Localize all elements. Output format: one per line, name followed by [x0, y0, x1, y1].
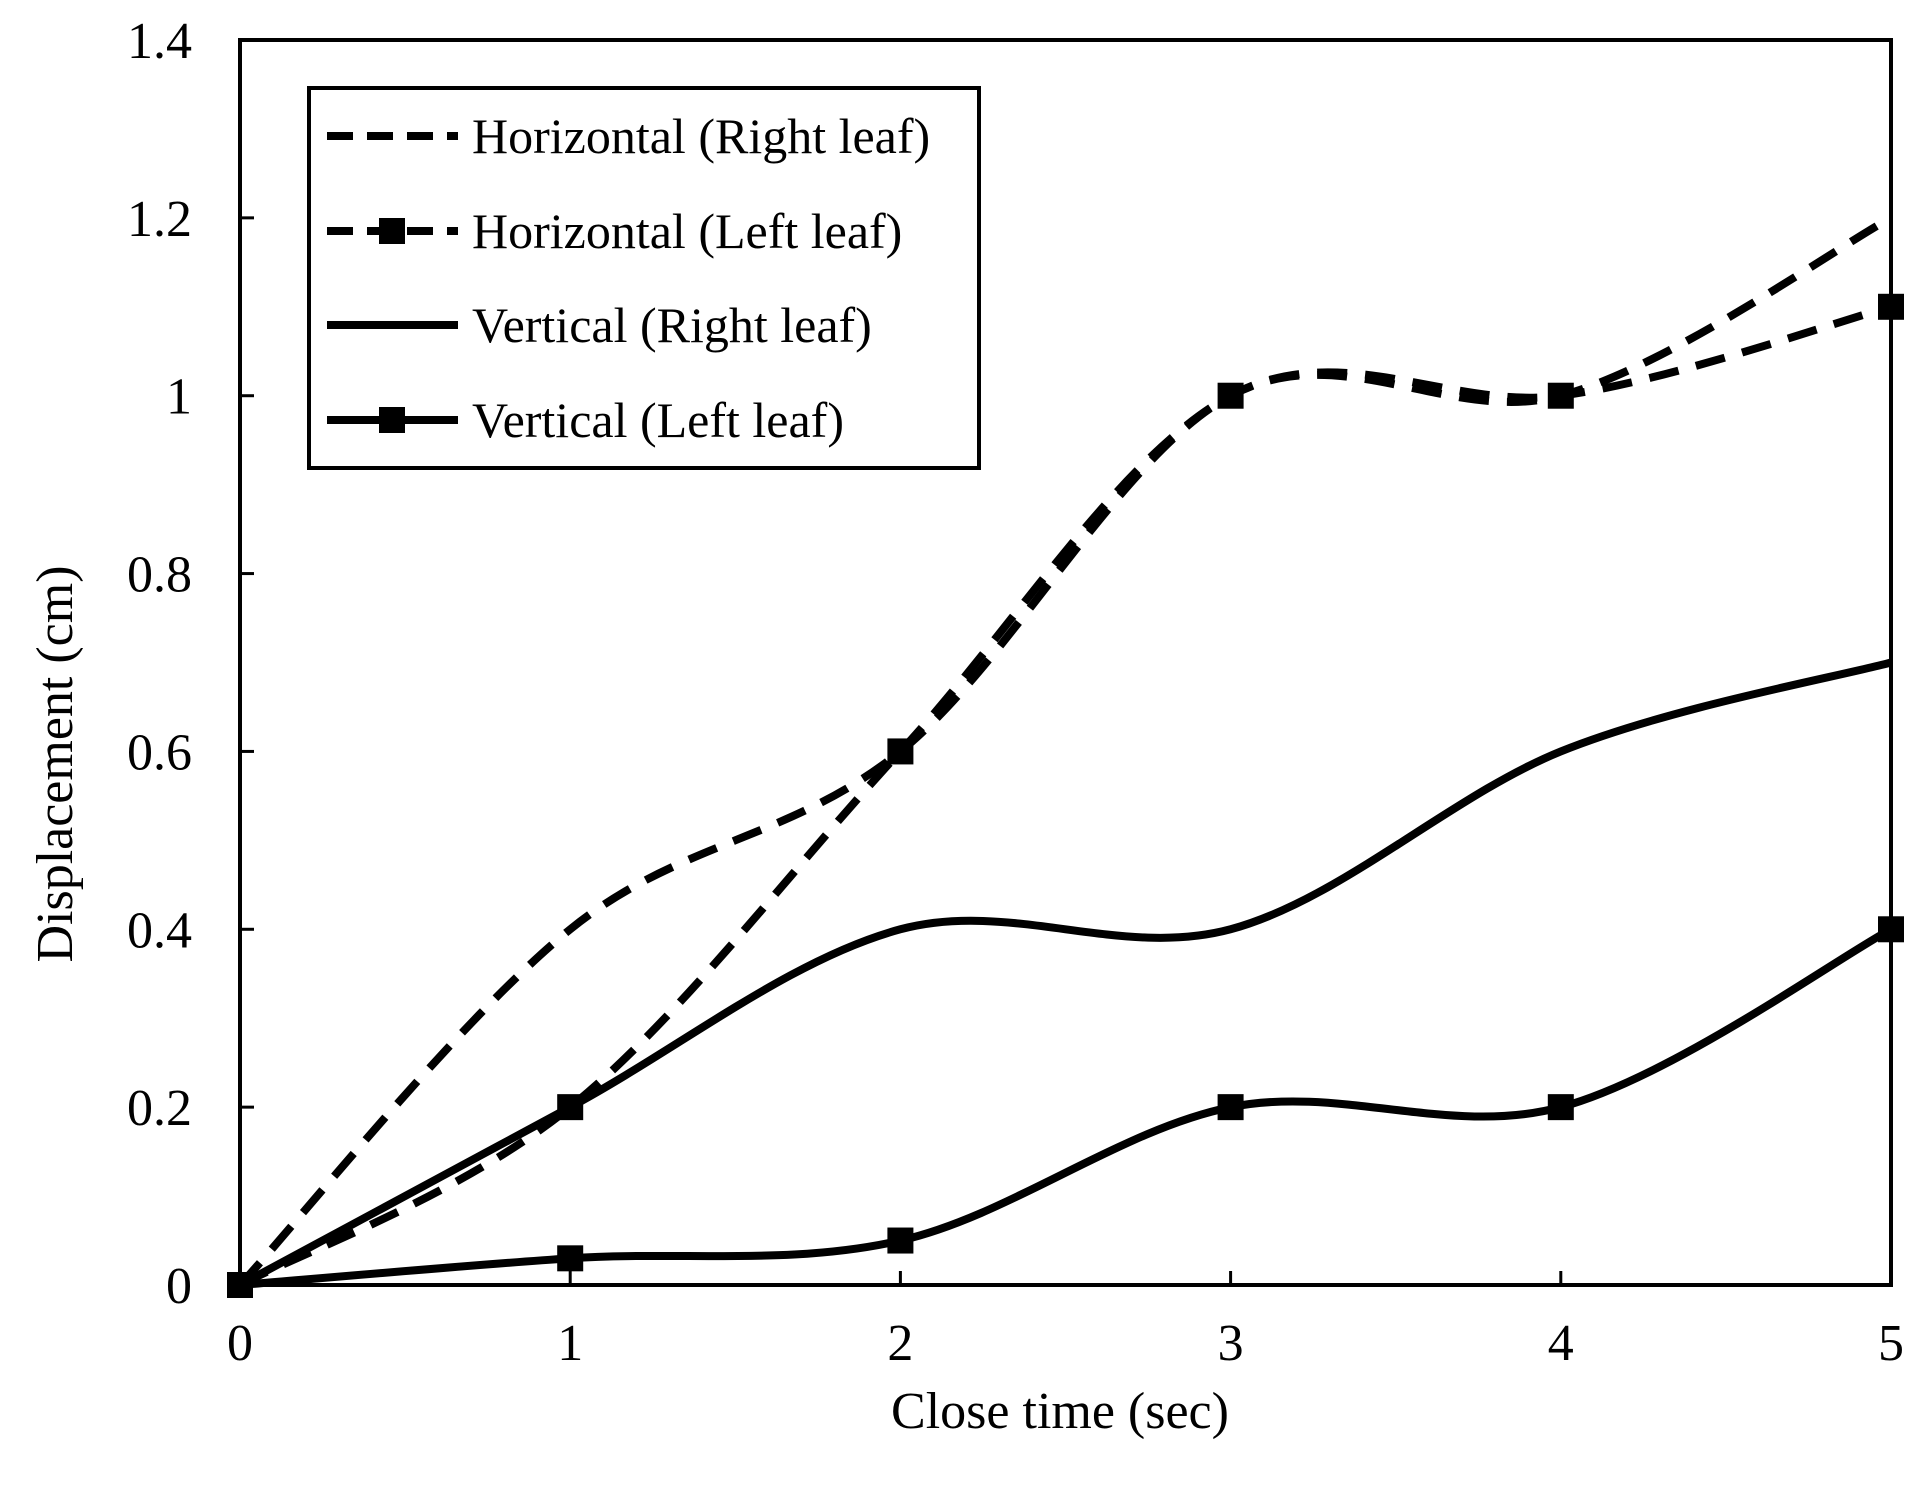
data-point-vertical-left-leaf [1547, 1094, 1574, 1121]
data-point-vertical-left-leaf [557, 1245, 584, 1272]
series-line-horizontal-left-leaf [238, 302, 1893, 1289]
x-tick-label: 0 [227, 1315, 253, 1372]
legend-box [307, 86, 981, 470]
legend-label-horizontal-left-leaf: Horizontal (Left leaf) [472, 203, 902, 259]
y-tick-label: 0.4 [127, 902, 192, 959]
y-tick-label: 1.2 [127, 191, 192, 248]
data-point-horizontal-left-leaf [1217, 382, 1244, 409]
x-tick-label: 3 [1218, 1315, 1244, 1372]
x-tick-label: 2 [887, 1315, 913, 1372]
y-tick-label: 0.2 [127, 1080, 192, 1137]
legend-marker-horizontal-left-leaf [379, 218, 405, 244]
legend-marker-vertical-left-leaf [379, 407, 405, 433]
x-axis-title: Close time (sec) [891, 1383, 1229, 1440]
series-line-vertical-right-leaf [238, 658, 1893, 1289]
y-tick-label: 1 [166, 369, 192, 426]
data-point-horizontal-left-leaf [887, 738, 914, 765]
series-line-horizontal-right-leaf [237, 214, 1893, 1288]
axes: 0 1 2 3 4 5 0 0.2 0.4 0.6 0.8 1 1.2 1.4 [127, 13, 1904, 1372]
x-tick-label: 4 [1548, 1315, 1574, 1372]
legend-label-vertical-right-leaf: Vertical (Right leaf) [472, 297, 872, 353]
data-point-vertical-left-leaf [887, 1227, 914, 1254]
legend: Horizontal (Right leaf) Horizontal (Left … [307, 86, 981, 470]
legend-label-vertical-left-leaf: Vertical (Left leaf) [472, 392, 844, 448]
y-tick-label: 0.8 [127, 547, 192, 604]
y-tick-label: 0 [166, 1258, 192, 1315]
x-tick-label: 5 [1878, 1315, 1904, 1372]
legend-label-horizontal-right-leaf: Horizontal (Right leaf) [472, 108, 930, 164]
data-point-horizontal-left-leaf [1547, 382, 1574, 409]
plot-frame [238, 38, 1893, 1287]
y-axis-title: Displacement (cm) [27, 565, 84, 962]
series-line-vertical-left-leaf [239, 925, 1893, 1289]
data-point-vertical-left-leaf [1217, 1094, 1244, 1121]
y-tick-label: 0.6 [127, 724, 192, 781]
x-tick-label: 1 [557, 1315, 583, 1372]
y-tick-label: 1.4 [127, 13, 192, 70]
